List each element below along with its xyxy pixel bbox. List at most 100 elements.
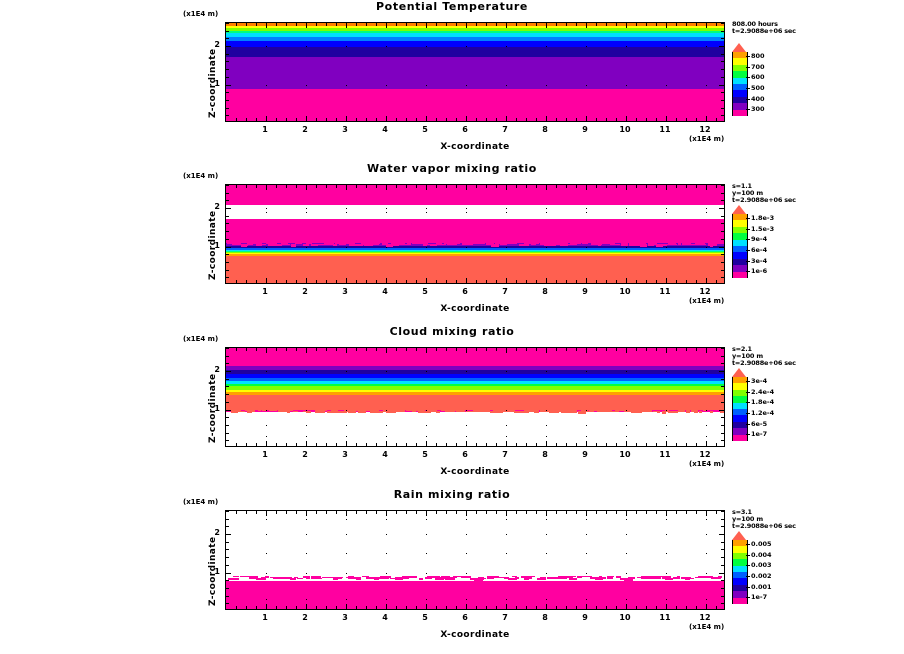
x-tick-top [686, 511, 687, 514]
colorbar-tick-label: 1.2e-4 [751, 410, 774, 417]
z-axis-unit: (x1E4 m) [183, 498, 218, 506]
x-tick-label: 7 [495, 125, 515, 134]
x-tick [686, 118, 687, 121]
x-tick-top [516, 185, 517, 188]
x-tick-top [536, 511, 537, 514]
x-tick-top [616, 511, 617, 514]
x-tick-top [406, 185, 407, 188]
colorbar-tick-mark [746, 392, 750, 393]
x-tick-top [366, 348, 367, 351]
y-tick-right [721, 61, 724, 62]
x-tick [486, 280, 487, 283]
panel-title: Water vapor mixing ratio [0, 162, 904, 175]
axis-ticks [226, 185, 724, 283]
x-tick-label: 3 [335, 613, 355, 622]
x-tick [426, 116, 427, 121]
colorbar-segment [733, 58, 747, 64]
colorbar-tick-label: 300 [751, 106, 765, 113]
x-tick [236, 280, 237, 283]
x-tick-top [466, 511, 467, 516]
x-tick-top [376, 511, 377, 514]
colorbar-tick-label: 1e-7 [751, 594, 767, 601]
x-tick [706, 278, 707, 283]
x-tick-top [286, 185, 287, 188]
x-tick [516, 118, 517, 121]
colorbar-top-arrow [732, 43, 746, 52]
x-tick-top [696, 185, 697, 188]
x-tick-top [456, 23, 457, 26]
x-tick [356, 606, 357, 609]
x-tick [256, 606, 257, 609]
x-tick [506, 116, 507, 121]
x-axis-label: X-coordinate [415, 630, 535, 640]
x-tick-label: 4 [375, 450, 395, 459]
x-tick [616, 280, 617, 283]
y-tick [226, 239, 229, 240]
x-tick-top [296, 348, 297, 351]
panel-1: Potential Temperature (x1E4 m) Z-coordinat… [0, 0, 904, 162]
x-tick-top [466, 185, 467, 190]
colorbar-segment [733, 572, 747, 578]
x-tick-top [656, 348, 657, 351]
x-tick [406, 443, 407, 446]
x-tick [386, 278, 387, 283]
x-tick-top [556, 23, 557, 26]
x-tick [676, 280, 677, 283]
colorbar-segment [733, 240, 747, 246]
x-tick-top [436, 23, 437, 26]
x-tick-top [666, 23, 667, 28]
x-tick-top [526, 23, 527, 26]
x-tick [406, 118, 407, 121]
y-tick [226, 549, 229, 550]
x-tick [396, 443, 397, 446]
x-tick-label: 7 [495, 613, 515, 622]
x-tick-top [556, 511, 557, 514]
y-tick [226, 262, 229, 263]
colorbar-tick-label: 0.003 [751, 562, 772, 569]
colorbar [732, 43, 748, 123]
y-tick [226, 23, 229, 24]
x-tick-label: 10 [615, 125, 635, 134]
x-tick-top [276, 511, 277, 514]
x-tick [506, 604, 507, 609]
x-tick [486, 606, 487, 609]
x-tick [466, 278, 467, 283]
x-tick-top [606, 185, 607, 188]
colorbar-segment [733, 272, 747, 278]
colorbar-tick-label: 800 [751, 53, 765, 60]
x-tick-top [606, 23, 607, 26]
x-tick-top [256, 185, 257, 188]
x-tick-label: 5 [415, 287, 435, 296]
x-tick-top [616, 348, 617, 351]
colorbar-tick-mark [746, 544, 750, 545]
x-tick [296, 280, 297, 283]
x-tick [586, 604, 587, 609]
colorbar-segment [733, 585, 747, 591]
x-tick [456, 280, 457, 283]
x-tick [466, 441, 467, 446]
colorbar-segment [733, 428, 747, 434]
x-tick-top [586, 511, 587, 516]
x-tick [386, 116, 387, 121]
x-tick-top [406, 348, 407, 351]
x-tick [386, 604, 387, 609]
colorbar-segment [733, 591, 747, 597]
y-tick [226, 542, 229, 543]
y-tick-right [721, 425, 724, 426]
plot-area [225, 347, 725, 447]
colorbar-segment [733, 540, 747, 546]
x-tick [666, 441, 667, 446]
colorbar-segment [733, 566, 747, 572]
x-tick-top [316, 185, 317, 188]
y-tick-right [721, 557, 724, 558]
x-tick [426, 604, 427, 609]
x-tick-top [536, 348, 537, 351]
x-tick-top [646, 348, 647, 351]
y-tick [226, 363, 229, 364]
x-tick-top [676, 23, 677, 26]
x-tick-top [566, 23, 567, 26]
colorbar-tick-mark [746, 218, 750, 219]
x-tick [566, 443, 567, 446]
x-tick [326, 443, 327, 446]
y-tick-right [721, 440, 724, 441]
